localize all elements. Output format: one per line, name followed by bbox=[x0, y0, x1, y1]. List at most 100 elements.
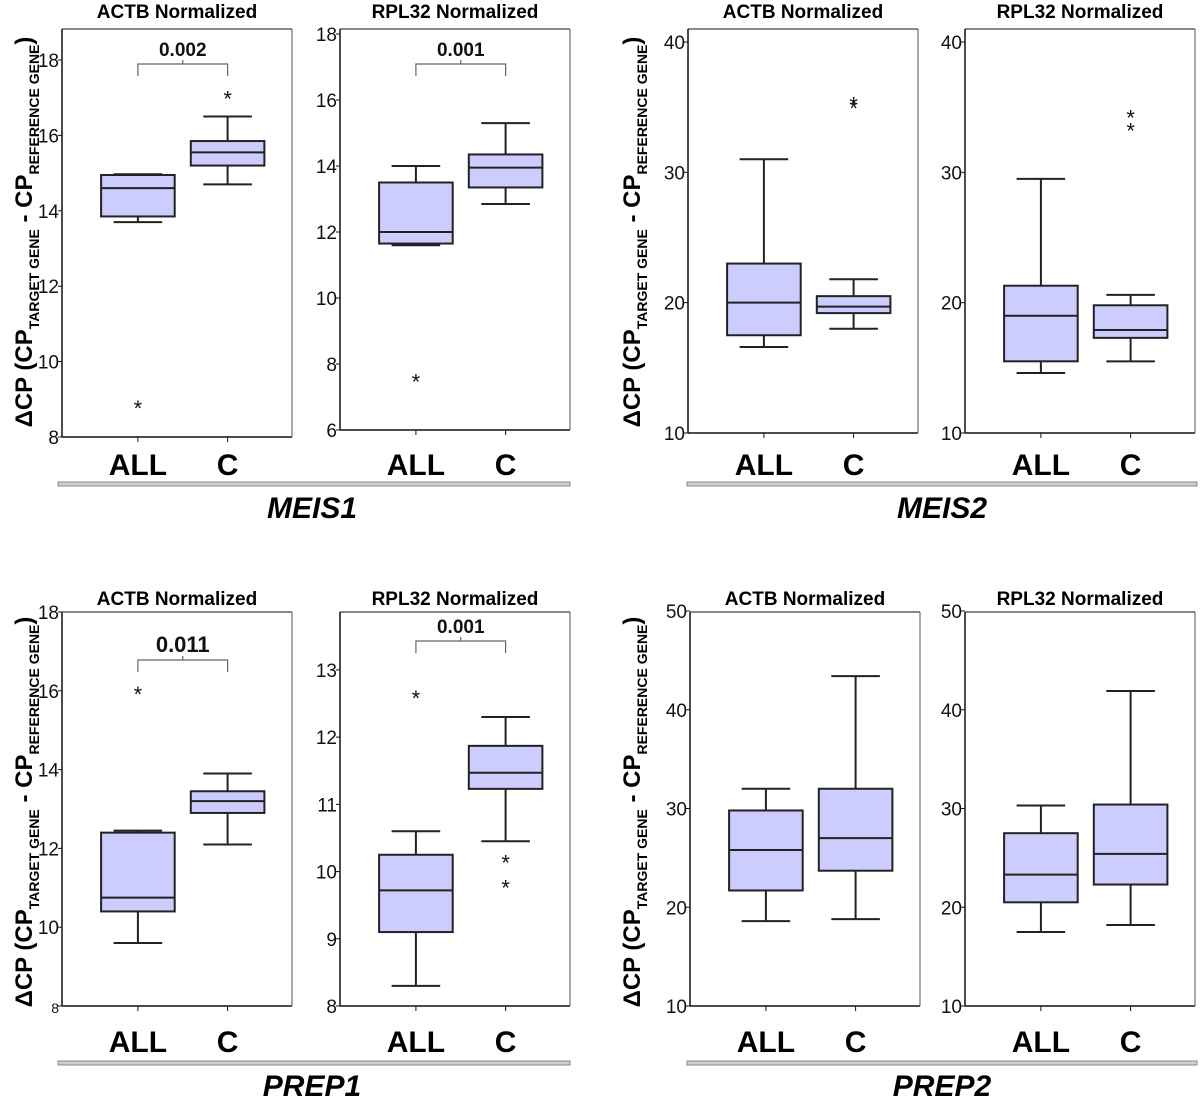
box-iqr bbox=[378, 181, 454, 245]
box-all: * bbox=[100, 173, 176, 421]
box-iqr bbox=[467, 153, 544, 189]
y-tick-label: 10 bbox=[664, 424, 685, 445]
chart-panel-meis2-actb: ACTB Normalized 10 20 30 40 ALL C ** bbox=[664, 2, 919, 482]
outlier-marker: * bbox=[412, 370, 421, 395]
box-c: ** bbox=[1092, 105, 1169, 363]
y-axis-label-part: - CP bbox=[619, 755, 646, 810]
group-separator-bar bbox=[57, 481, 571, 487]
box-c bbox=[817, 675, 894, 921]
x-category-label: C bbox=[217, 449, 239, 482]
y-tick-label: 50 bbox=[666, 602, 687, 623]
y-axis-label-part: - CP bbox=[619, 175, 646, 230]
x-category-label: C bbox=[217, 1026, 239, 1059]
panel-title: ACTB Normalized bbox=[723, 2, 883, 23]
y-axis-label-part: TARGET GENE bbox=[634, 229, 650, 329]
chart-panel-meis1-actb: ACTB Normalized 8 10 12 14 16 18 ALL C * * 0.002 bbox=[38, 2, 293, 482]
box-c: ** bbox=[467, 715, 544, 900]
y-axis-label-part: ΔCP (CP bbox=[11, 329, 38, 427]
y-axis-label-part: TARGET GENE bbox=[26, 229, 42, 329]
y-tick-label: 16 bbox=[38, 126, 59, 147]
y-axis-label-part: TARGET GENE bbox=[634, 809, 650, 909]
y-axis-label-part: REFERENCE GENE bbox=[634, 625, 650, 755]
significance-bracket bbox=[415, 640, 507, 653]
x-category-label: ALL bbox=[387, 449, 445, 482]
gene-label-prep1: PREP1 bbox=[263, 1070, 361, 1099]
panel-title: ACTB Normalized bbox=[97, 589, 257, 610]
p-value-label: 0.002 bbox=[159, 40, 207, 61]
box-all bbox=[726, 158, 802, 348]
panel-title: RPL32 Normalized bbox=[372, 2, 539, 23]
y-tick-label: 40 bbox=[941, 33, 962, 54]
y-tick-label: 12 bbox=[316, 223, 337, 244]
y-axis-label-part: TARGET GENE bbox=[26, 809, 42, 909]
y-axis-label-part: REFERENCE GENE bbox=[634, 45, 650, 175]
group-separator-bar bbox=[57, 1060, 571, 1066]
gene-label-meis1: MEIS1 bbox=[267, 492, 357, 525]
y-tick-label: 18 bbox=[316, 25, 337, 46]
y-tick-label: 30 bbox=[664, 163, 685, 184]
outlier-marker: * bbox=[849, 92, 858, 117]
outlier-marker: * bbox=[412, 686, 421, 711]
p-value-label: 0.001 bbox=[437, 617, 485, 638]
y-axis-label: ΔCP (CPTARGET GENE - CPREFERENCE GENE) bbox=[619, 37, 650, 428]
x-category-label: ALL bbox=[109, 1026, 167, 1059]
outlier-marker: * bbox=[1126, 105, 1135, 130]
y-tick-label: 10 bbox=[666, 997, 687, 1018]
y-tick-label: 14 bbox=[316, 157, 338, 178]
chart-panel-meis2-rpl32: RPL32 Normalized 10 20 30 40 ALL C ** bbox=[941, 2, 1196, 482]
y-tick-label: 16 bbox=[38, 682, 59, 703]
y-tick-label: 11 bbox=[317, 795, 337, 816]
x-category-label: C bbox=[845, 1026, 867, 1059]
box-c bbox=[467, 122, 544, 205]
gene-label-meis2: MEIS2 bbox=[897, 492, 987, 525]
y-axis-label-part: ΔCP (CP bbox=[619, 909, 646, 1007]
y-axis-label-part: - CP bbox=[11, 755, 38, 810]
y-tick-label: 8 bbox=[326, 355, 337, 376]
panel-title: RPL32 Normalized bbox=[997, 589, 1164, 610]
box-iqr bbox=[1092, 803, 1169, 886]
panel-title: ACTB Normalized bbox=[725, 589, 885, 610]
y-tick-label: 20 bbox=[666, 898, 687, 919]
y-tick-label: 20 bbox=[664, 294, 685, 315]
p-value-label: 0.011 bbox=[156, 632, 210, 657]
y-tick-label: 40 bbox=[666, 701, 687, 722]
x-category-label: ALL bbox=[1012, 1026, 1070, 1059]
box-all bbox=[728, 787, 804, 923]
y-axis-label-part: ) bbox=[11, 37, 38, 45]
gene-label-prep2: PREP2 bbox=[893, 1070, 992, 1099]
y-tick-label: 16 bbox=[316, 91, 337, 112]
x-category-label: ALL bbox=[1012, 449, 1070, 482]
x-category-label: ALL bbox=[387, 1026, 445, 1059]
y-tick-label: 40 bbox=[664, 33, 685, 54]
outlier-marker: * bbox=[1126, 118, 1135, 143]
y-tick-label: 10 bbox=[316, 863, 337, 884]
x-category-label: C bbox=[1120, 1026, 1142, 1059]
y-tick-label: 20 bbox=[941, 898, 962, 919]
outlier-marker: * bbox=[134, 396, 143, 421]
panel-title: RPL32 Normalized bbox=[997, 2, 1164, 23]
y-tick-label: 30 bbox=[666, 800, 687, 821]
y-tick-label: 10 bbox=[941, 424, 962, 445]
y-tick-label: 12 bbox=[38, 839, 59, 860]
x-category-label: C bbox=[495, 449, 517, 482]
x-category-label: C bbox=[843, 449, 865, 482]
box-iqr bbox=[1003, 284, 1079, 363]
box-iqr bbox=[1092, 304, 1169, 339]
y-axis-label-part: REFERENCE GENE bbox=[26, 625, 42, 755]
significance-bracket bbox=[415, 63, 507, 76]
chart-panel-prep1-actb: ACTB Normalized 8 10 12 14 16 18 ALL C * 0.011 bbox=[38, 589, 293, 1059]
y-axis-label: ΔCP (CPTARGET GENE - CPREFERENCE GENE) bbox=[11, 617, 42, 1008]
box-all: * bbox=[378, 165, 454, 395]
box-c bbox=[1092, 689, 1169, 927]
y-tick-label: 18 bbox=[38, 51, 59, 72]
outlier-marker: * bbox=[501, 850, 510, 875]
box-iqr bbox=[1003, 832, 1079, 904]
group-separator-bar bbox=[686, 1060, 1198, 1066]
box-all bbox=[1003, 177, 1079, 375]
y-tick-label: 10 bbox=[316, 289, 337, 310]
box-iqr bbox=[815, 295, 892, 315]
outlier-marker: * bbox=[849, 96, 858, 121]
chart-panel-meis1-rpl32: RPL32 Normalized 6 8 10 12 14 16 18 ALL C * 0.001 bbox=[316, 2, 571, 482]
x-category-label: ALL bbox=[737, 1026, 795, 1059]
